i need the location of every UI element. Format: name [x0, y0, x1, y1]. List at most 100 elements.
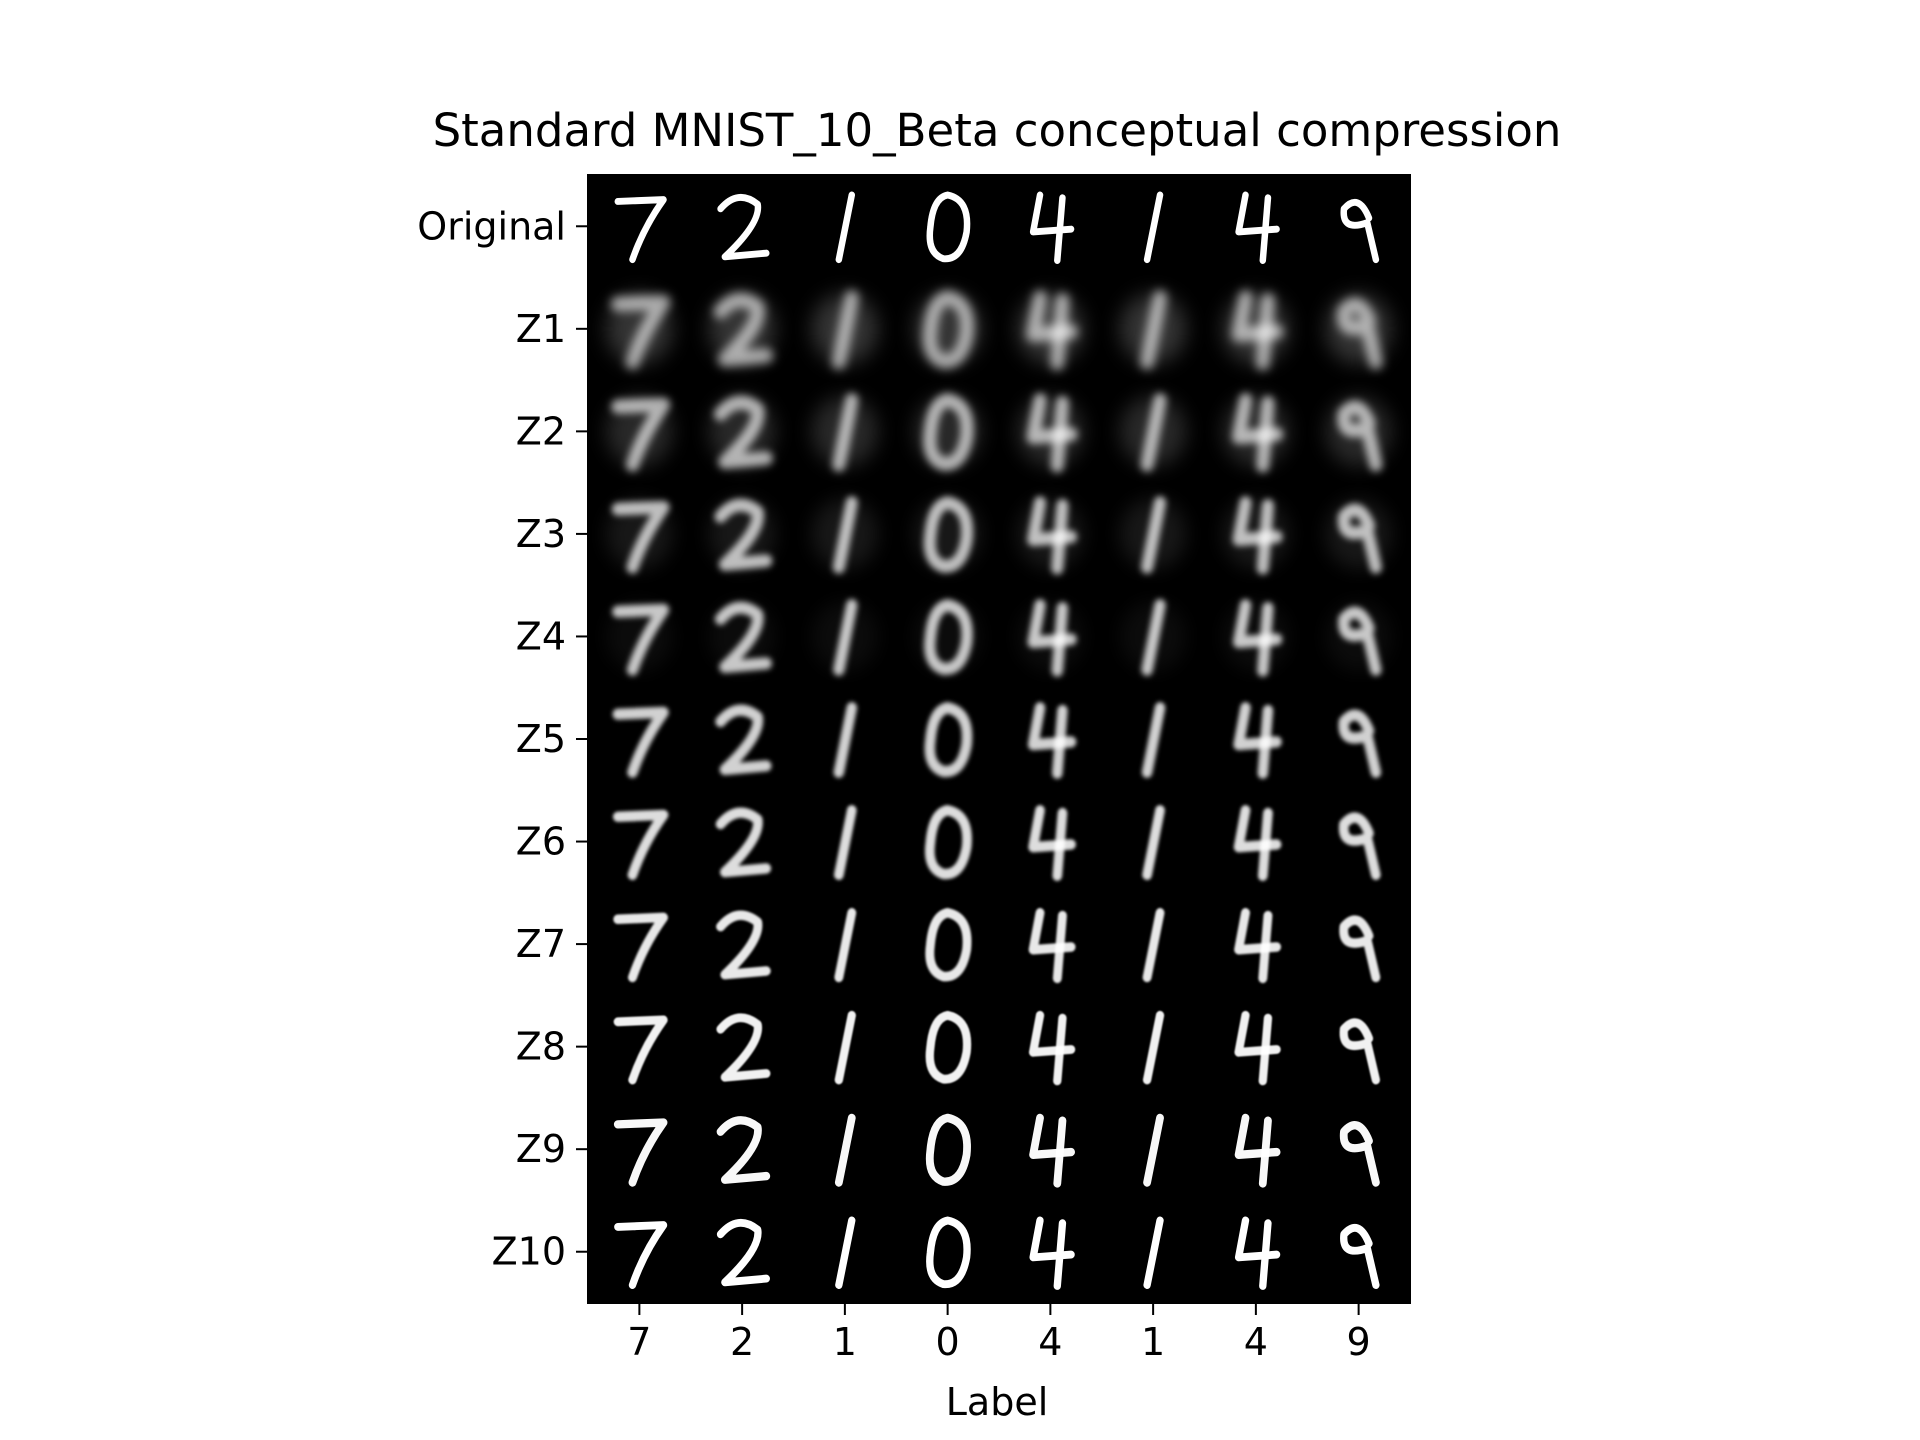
digit-cell — [709, 395, 776, 469]
digit-cell — [1142, 1010, 1165, 1085]
digit-cell — [1234, 908, 1282, 984]
digit-cell — [1141, 702, 1166, 778]
digit-cell — [1029, 1113, 1075, 1188]
digit-cell — [925, 1010, 972, 1084]
x-tick-label: 1 — [833, 1320, 857, 1364]
digit-cell — [926, 1216, 971, 1289]
digit-cell — [1339, 1018, 1381, 1085]
digit-cell — [1235, 191, 1280, 264]
digit-cell — [1120, 496, 1187, 574]
digit-cell — [709, 601, 776, 674]
digit-cell — [716, 1013, 771, 1082]
digit-cell — [835, 1216, 856, 1289]
digit-cell — [924, 702, 973, 777]
digit-cell — [1143, 191, 1164, 264]
x-tick-label: 2 — [730, 1320, 754, 1364]
digit-cell — [1325, 499, 1392, 574]
digit-cell — [835, 191, 856, 264]
digit-cell — [1340, 198, 1380, 264]
digit-cell — [1325, 293, 1392, 370]
digit-cell — [1120, 393, 1187, 472]
y-tick-label: Z8 — [516, 1025, 566, 1069]
digit-cell — [709, 292, 776, 367]
digit-cell — [613, 1118, 668, 1187]
digit-cell — [1339, 1121, 1380, 1187]
digit-cell — [612, 706, 669, 778]
digit-cell — [612, 809, 669, 881]
digit-cell — [1028, 908, 1076, 984]
digit-cell — [613, 1015, 668, 1085]
y-tick-label: Z6 — [516, 820, 566, 864]
x-tick-label: 7 — [627, 1320, 651, 1364]
digit-cell — [1029, 191, 1075, 264]
digit-cell — [811, 393, 878, 472]
digit-cell — [811, 496, 878, 574]
digit-cell — [1027, 702, 1077, 779]
digit-cell — [925, 1113, 971, 1186]
digit-cell — [924, 805, 972, 880]
digit-cell — [833, 805, 857, 881]
chart-title: Standard MNIST_10_Beta conceptual compre… — [432, 104, 1562, 157]
digit-cell — [715, 704, 772, 776]
x-tick-label: 0 — [936, 1320, 960, 1364]
digit-cell — [1339, 915, 1381, 983]
digit-cell — [614, 196, 667, 264]
digit-cell — [1028, 805, 1076, 881]
digit-cell — [834, 1010, 856, 1085]
digit-cell — [914, 496, 981, 573]
digit-cell — [1340, 1223, 1380, 1289]
digit-cell — [1233, 702, 1282, 779]
digit-cell — [1017, 393, 1084, 473]
digit-cell — [1017, 290, 1084, 371]
y-tick-label: Z9 — [516, 1127, 566, 1171]
digit-cell — [811, 290, 878, 370]
digit-cell — [606, 293, 673, 370]
digit-cell — [1142, 805, 1165, 881]
y-tick-label: Z5 — [516, 717, 566, 761]
digit-cell — [1029, 1216, 1075, 1290]
digit-cell — [1222, 290, 1289, 371]
digit-cell — [613, 912, 668, 983]
y-tick-label: Z3 — [516, 512, 566, 556]
digit-cell — [1338, 812, 1381, 881]
digit-cell — [834, 1113, 856, 1187]
digit-cell — [1143, 1113, 1164, 1187]
digit-cell — [926, 191, 971, 263]
digit-cell — [925, 908, 972, 982]
digit-cell — [1234, 1010, 1281, 1086]
digit-cell — [1222, 599, 1289, 677]
digit-cell — [1143, 1216, 1164, 1289]
digit-cell — [716, 910, 771, 980]
x-tick-label: 9 — [1347, 1320, 1371, 1364]
y-tick-label: Z2 — [516, 409, 566, 453]
digit-cell — [1222, 496, 1289, 575]
digit-cell — [1028, 1010, 1076, 1086]
digit-cell — [1017, 496, 1084, 575]
x-tick-label: 1 — [1141, 1320, 1165, 1364]
digit-cell — [914, 393, 981, 471]
y-tick-label: Original — [417, 204, 566, 248]
y-tick-label: Z1 — [516, 307, 566, 351]
digit-cell — [834, 908, 857, 983]
digit-cell — [716, 1116, 771, 1184]
digit-cell — [1234, 1113, 1281, 1188]
digit-cell — [1017, 599, 1084, 677]
image-grid-background — [588, 175, 1410, 1303]
digit-cell — [606, 601, 673, 676]
digit-cell — [606, 396, 673, 472]
x-tick-label: 4 — [1244, 1320, 1268, 1364]
digit-cell — [914, 599, 981, 675]
digit-cell — [1142, 908, 1165, 983]
digit-cell — [1233, 805, 1282, 881]
digit-cell — [1120, 290, 1187, 370]
digit-cell — [715, 807, 772, 878]
digit-cell — [1338, 709, 1382, 778]
digit-cell — [1325, 396, 1392, 472]
y-tick-label: Z10 — [492, 1230, 566, 1274]
y-tick-label: Z7 — [516, 922, 566, 966]
digit-cell — [914, 290, 981, 369]
digit-cell — [709, 498, 776, 571]
x-axis-label: Label — [945, 1380, 1049, 1424]
